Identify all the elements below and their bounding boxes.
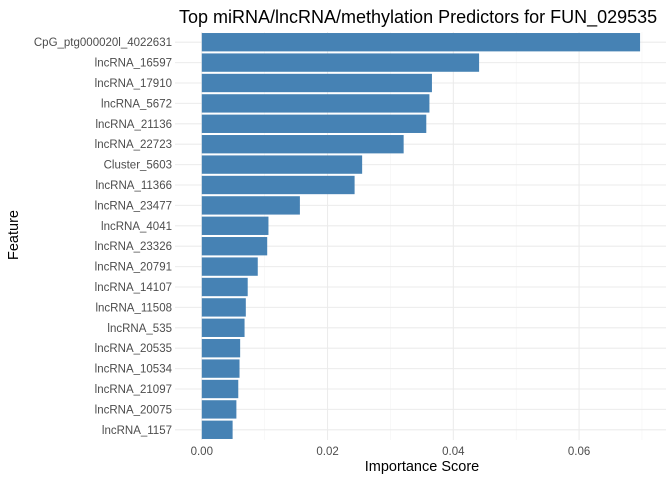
bar [201,359,240,378]
bar [201,94,430,113]
y-tick-label: lncRNA_20791 [95,262,172,274]
bar [201,257,258,276]
bar [201,277,248,297]
bar [201,216,269,235]
y-tick-label: lncRNA_20535 [95,343,172,355]
bar [201,298,246,317]
y-tick-label: lncRNA_23477 [95,200,172,212]
y-tick-label: lncRNA_535 [107,323,172,335]
y-tick-label: lncRNA_23326 [95,241,172,253]
y-tick-label: lncRNA_17910 [95,78,172,90]
y-tick-label: lncRNA_21097 [95,384,172,396]
y-tick-label: lncRNA_20075 [95,404,172,416]
x-tick-label: 0.00 [191,446,213,458]
bar [201,135,404,154]
x-axis-title: Importance Score [365,459,479,475]
bar [201,175,355,195]
bar [201,53,480,72]
grid-lines [175,32,666,440]
y-tick-label: lncRNA_21136 [95,119,172,131]
y-tick-label: Cluster_5603 [104,160,172,172]
bars [201,33,641,439]
bar [201,33,641,52]
bar [201,155,363,174]
y-tick-label: CpG_ptg000020l_4022631 [34,37,172,49]
y-tick-labels: CpG_ptg000020l_4022631 lncRNA_16597 lncRNA… [34,37,173,437]
bar [201,73,432,93]
x-tick-label: 0.04 [442,446,465,458]
bar [201,114,427,133]
bar [201,420,233,439]
y-tick-label: lncRNA_4041 [101,221,172,233]
chart-title: Top miRNA/lncRNA/methylation Predictors … [179,7,657,28]
y-tick-label: lncRNA_5672 [101,98,172,110]
bar [201,339,241,358]
bar [201,237,268,256]
y-axis-title: Feature [6,210,22,260]
x-tick-label: 0.02 [316,446,338,458]
y-tick-label: lncRNA_14107 [95,282,172,294]
y-tick-label: lncRNA_11366 [95,180,172,192]
x-tick-labels: 0.00 0.02 0.04 0.06 [191,446,591,458]
bar [201,196,300,215]
y-tick-label: lncRNA_10534 [95,364,173,376]
bar [201,318,245,337]
y-tick-label: lncRNA_22723 [95,139,172,151]
bar [201,379,239,399]
x-tick-label: 0.06 [568,446,590,458]
y-tick-label: lncRNA_16597 [95,58,172,70]
y-tick-label: lncRNA_1157 [102,425,172,437]
bar [201,400,237,419]
y-tick-label: lncRNA_11508 [95,302,172,314]
